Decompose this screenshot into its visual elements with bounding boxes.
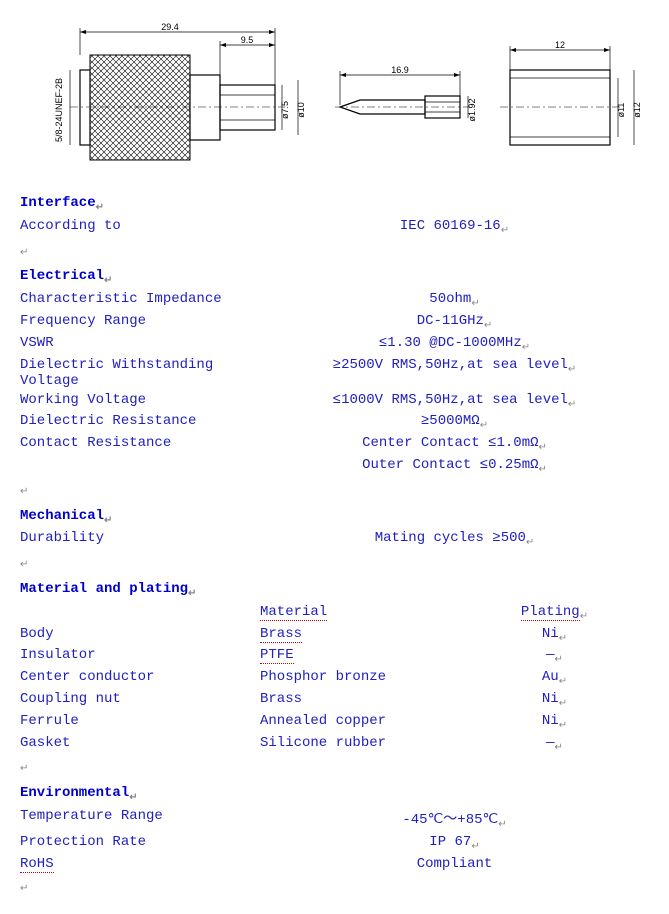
wv-value: ≤1000V RMS,50Hz,at sea level↵	[260, 392, 649, 411]
material-material: PTFE	[260, 647, 460, 666]
protection-label: Protection Rate	[20, 834, 260, 853]
dr-row: Dielectric Resistance ≥5000MΩ↵	[20, 413, 649, 432]
temperature-value: -45℃～+85℃↵	[260, 808, 649, 831]
cr-value2: Outer Contact ≤0.25mΩ↵	[260, 457, 649, 476]
plating-col-header: Plating↵	[460, 604, 649, 623]
connector-body-drawing: 29.4 9.5 5/8-24UNEF-2B ø7.5 ø10	[54, 22, 306, 160]
material-row: Coupling nutBrassNi↵	[20, 691, 649, 710]
material-plating: Ni↵	[460, 626, 649, 645]
interface-row: According to IEC 60169-16↵	[20, 218, 649, 237]
svg-text:16.9: 16.9	[391, 65, 409, 75]
protection-row: Protection Rate IP 67↵	[20, 834, 649, 853]
material-row: Center conductorPhosphor bronzeAu↵	[20, 669, 649, 688]
durability-value: Mating cycles ≥500↵	[260, 530, 649, 549]
protection-value: IP 67↵	[260, 834, 649, 853]
spacer: ↵	[20, 764, 28, 775]
material-row: BodyBrassNi↵	[20, 626, 649, 645]
material-name: Center conductor	[20, 669, 260, 688]
material-plating: —↵	[460, 735, 649, 754]
according-to-value: IEC 60169-16↵	[260, 218, 649, 237]
material-plating: Ni↵	[460, 713, 649, 732]
temperature-label: Temperature Range	[20, 808, 260, 831]
dr-value: ≥5000MΩ↵	[260, 413, 649, 432]
material-plating: —↵	[460, 647, 649, 666]
material-name: Ferrule	[20, 713, 260, 732]
material-row: InsulatorPTFE—↵	[20, 647, 649, 666]
vswr-value: ≤1.30 @DC-1000MHz↵	[260, 335, 649, 354]
spacer: ↵	[20, 560, 28, 571]
frequency-value: DC-11GHz↵	[260, 313, 649, 332]
dr-label: Dielectric Resistance	[20, 413, 260, 432]
material-row: FerruleAnnealed copperNi↵	[20, 713, 649, 732]
material-material: Annealed copper	[260, 713, 460, 732]
dwv-label: Dielectric Withstanding Voltage	[20, 357, 260, 389]
svg-text:ø1.92: ø1.92	[467, 98, 477, 121]
svg-text:29.4: 29.4	[161, 22, 179, 32]
spacer: ↵	[20, 883, 28, 894]
frequency-row: Frequency Range DC-11GHz↵	[20, 313, 649, 332]
according-to-label: According to	[20, 218, 260, 237]
material-material: Brass	[260, 691, 460, 710]
mechanical-header: Mechanical↵	[20, 508, 649, 527]
cr-label: Contact Resistance	[20, 435, 260, 454]
wv-row: Working Voltage ≤1000V RMS,50Hz,at sea l…	[20, 392, 649, 411]
material-material: Silicone rubber	[260, 735, 460, 754]
spacer: ↵	[20, 487, 28, 498]
material-name: Coupling nut	[20, 691, 260, 710]
material-header: Material and plating↵	[20, 581, 649, 600]
cr-label-empty	[20, 457, 260, 476]
dwv-value: ≥2500V RMS,50Hz,at sea level↵	[260, 357, 649, 389]
svg-text:5/8-24UNEF-2B: 5/8-24UNEF-2B	[54, 78, 64, 142]
svg-text:ø10: ø10	[296, 102, 306, 118]
svg-text:ø12: ø12	[632, 102, 642, 118]
center-pin-drawing: 16.9 ø1.92	[335, 65, 477, 122]
svg-text:12: 12	[555, 40, 565, 50]
material-columns: Material Plating↵	[20, 604, 649, 623]
vswr-row: VSWR ≤1.30 @DC-1000MHz↵	[20, 335, 649, 354]
impedance-label: Characteristic Impedance	[20, 291, 260, 310]
rohs-value: Compliant	[260, 856, 649, 873]
material-plating: Au↵	[460, 669, 649, 688]
svg-text:ø11: ø11	[616, 103, 626, 118]
spacer: ↵	[20, 247, 28, 258]
impedance-value: 50ohm↵	[260, 291, 649, 310]
durability-row: Durability Mating cycles ≥500↵	[20, 530, 649, 549]
temperature-row: Temperature Range -45℃～+85℃↵	[20, 808, 649, 831]
cr-row: Contact Resistance Center Contact ≤1.0mΩ…	[20, 435, 649, 454]
svg-text:9.5: 9.5	[241, 35, 254, 45]
rohs-row: RoHS Compliant	[20, 856, 649, 873]
cr-row2: Outer Contact ≤0.25mΩ↵	[20, 457, 649, 476]
material-plating: Ni↵	[460, 691, 649, 710]
rohs-label: RoHS	[20, 856, 260, 873]
material-name: Gasket	[20, 735, 260, 754]
vswr-label: VSWR	[20, 335, 260, 354]
material-material: Phosphor bronze	[260, 669, 460, 688]
interface-header: Interface↵	[20, 195, 649, 214]
material-material: Brass	[260, 626, 460, 645]
environmental-header: Environmental↵	[20, 785, 649, 804]
dwv-row: Dielectric Withstanding Voltage ≥2500V R…	[20, 357, 649, 389]
electrical-header: Electrical↵	[20, 268, 649, 287]
empty-col	[20, 604, 260, 623]
impedance-row: Characteristic Impedance 50ohm↵	[20, 291, 649, 310]
svg-text:ø7.5: ø7.5	[280, 101, 290, 119]
frequency-label: Frequency Range	[20, 313, 260, 332]
wv-label: Working Voltage	[20, 392, 260, 411]
material-col-header: Material	[260, 604, 460, 623]
material-row: GasketSilicone rubber—↵	[20, 735, 649, 754]
sleeve-drawing: 12 ø11 ø12	[500, 40, 642, 145]
durability-label: Durability	[20, 530, 260, 549]
material-name: Body	[20, 626, 260, 645]
material-name: Insulator	[20, 647, 260, 666]
cr-value1: Center Contact ≤1.0mΩ↵	[260, 435, 649, 454]
technical-drawing: 29.4 9.5 5/8-24UNEF-2B ø7.5 ø10 16.9 ø1.…	[20, 20, 649, 180]
